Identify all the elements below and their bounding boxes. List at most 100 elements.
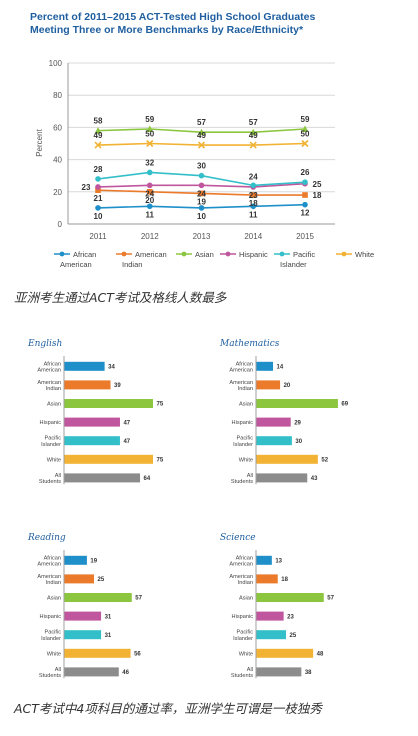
bar-value-label: 64	[144, 476, 151, 482]
series-asian: 58 59 57 57 59	[94, 115, 310, 136]
legend-item: Asian	[176, 250, 214, 259]
science-bar-chart: Science African American 13 American Indian 18…	[220, 533, 335, 679]
bar	[64, 611, 102, 621]
bar-value-label: 57	[327, 596, 334, 602]
legend-swatch-marker	[225, 251, 231, 257]
bar	[64, 436, 120, 446]
y-tick-label: 40	[53, 156, 62, 165]
bar-value-label: 75	[157, 402, 164, 408]
bar	[64, 361, 105, 371]
bar	[256, 593, 324, 602]
category-label: Pacific Islander	[41, 630, 61, 642]
data-label: 28	[94, 165, 103, 174]
science-panel: Science African American 13 American Indian 18…	[218, 528, 408, 686]
category-label: Hispanic	[232, 420, 254, 426]
y-tick-label: 60	[53, 123, 62, 132]
series-american-indian: 21 20 19 18 18	[94, 187, 322, 208]
bar	[64, 473, 141, 483]
chart-title: Percent of 2011–2015 ACT-Tested High Sch…	[30, 11, 316, 23]
data-label: 20	[145, 196, 154, 205]
data-point	[250, 182, 257, 189]
bar	[256, 648, 314, 658]
category-label: Hispanic	[232, 614, 254, 620]
bar-value-label: 14	[277, 365, 284, 371]
bar-value-label: 38	[305, 670, 312, 676]
data-label: 32	[145, 158, 154, 167]
y-axis-label: Percent	[35, 128, 44, 156]
data-label: 24	[249, 172, 258, 181]
bar	[64, 380, 111, 390]
category-label: Asian	[239, 402, 253, 408]
bar	[256, 574, 278, 584]
legend-label: American Indian	[122, 250, 167, 269]
data-label: 59	[145, 115, 154, 124]
x-tick-label: 2012	[141, 232, 159, 241]
caption-bottom: ACT考试中4项科目的通过率，亚洲学生可谓是一枝独秀	[14, 701, 322, 716]
bar-value-label: 75	[157, 458, 164, 464]
mathematics-bar-chart: Mathematics African American 14 American Indi…	[219, 339, 349, 485]
bar	[256, 380, 281, 390]
bar-value-label: 47	[123, 420, 130, 426]
bar	[256, 436, 292, 446]
legend-item: Hispanic	[220, 250, 268, 259]
category-label: Asian	[47, 402, 61, 408]
data-point	[302, 201, 308, 208]
data-label: 11	[146, 210, 155, 219]
reading-panel: Reading African American 19 American Indian 25…	[26, 528, 216, 686]
data-label: 24	[197, 189, 206, 198]
category-label: Pacific Islander	[233, 630, 253, 642]
bar-value-label: 56	[134, 652, 141, 658]
panel-title: Mathematics	[219, 339, 280, 349]
bar-value-label: 69	[341, 402, 348, 408]
category-label: Hispanic	[40, 614, 62, 620]
bar-value-label: 34	[108, 365, 115, 371]
bar-value-label: 30	[295, 439, 302, 445]
data-point	[302, 179, 308, 185]
data-label: 49	[249, 131, 258, 140]
bar-value-label: 31	[105, 614, 112, 620]
data-point	[197, 141, 206, 149]
bar-value-label: 47	[123, 439, 130, 445]
legend-swatch-marker	[181, 251, 187, 257]
data-point	[146, 125, 154, 133]
legend: African American American Indian Asian Hispan…	[54, 250, 374, 269]
category-label: American Indian	[229, 380, 253, 392]
bar-value-label: 46	[122, 670, 129, 676]
data-point	[95, 205, 101, 211]
bar-value-label: 43	[311, 476, 318, 482]
legend-label: Pacific Islander	[280, 250, 315, 269]
data-label: 18	[249, 199, 258, 208]
data-label: 49	[94, 131, 103, 140]
data-point	[95, 176, 101, 182]
category-label: Hispanic	[40, 420, 62, 426]
bar	[256, 399, 338, 408]
series-group: 10 11 10 11 12 21 20 19 18 18 58 59 57 57 59 23 24 24 23 25…	[82, 115, 322, 221]
data-label: 21	[94, 194, 103, 203]
category-label: All Students	[39, 667, 61, 679]
bar-value-label: 29	[294, 420, 301, 426]
category-label: African American	[37, 555, 61, 567]
y-tick-label: 80	[53, 91, 62, 100]
legend-label: Asian	[195, 250, 214, 259]
bar	[64, 648, 131, 658]
data-point	[249, 141, 257, 149]
bar	[64, 454, 153, 464]
data-point	[198, 190, 205, 197]
data-label: 18	[313, 191, 322, 200]
bar-value-label: 31	[105, 633, 112, 639]
data-point	[146, 139, 154, 148]
data-label: 24	[145, 189, 154, 198]
category-label: White	[239, 457, 253, 463]
category-label: American Indian	[37, 574, 61, 586]
legend-item: Pacific Islander	[274, 250, 315, 269]
legend-swatch-marker	[341, 251, 347, 257]
data-label: 50	[301, 130, 310, 139]
bar-value-label: 13	[275, 559, 282, 565]
data-point	[302, 192, 308, 198]
data-point	[146, 189, 153, 195]
grid	[67, 62, 335, 225]
x-tick-label: 2011	[89, 232, 107, 241]
category-label: All Students	[39, 473, 61, 485]
bar	[64, 399, 153, 408]
english-panel: English African American 34 American Indian 39…	[26, 334, 216, 492]
